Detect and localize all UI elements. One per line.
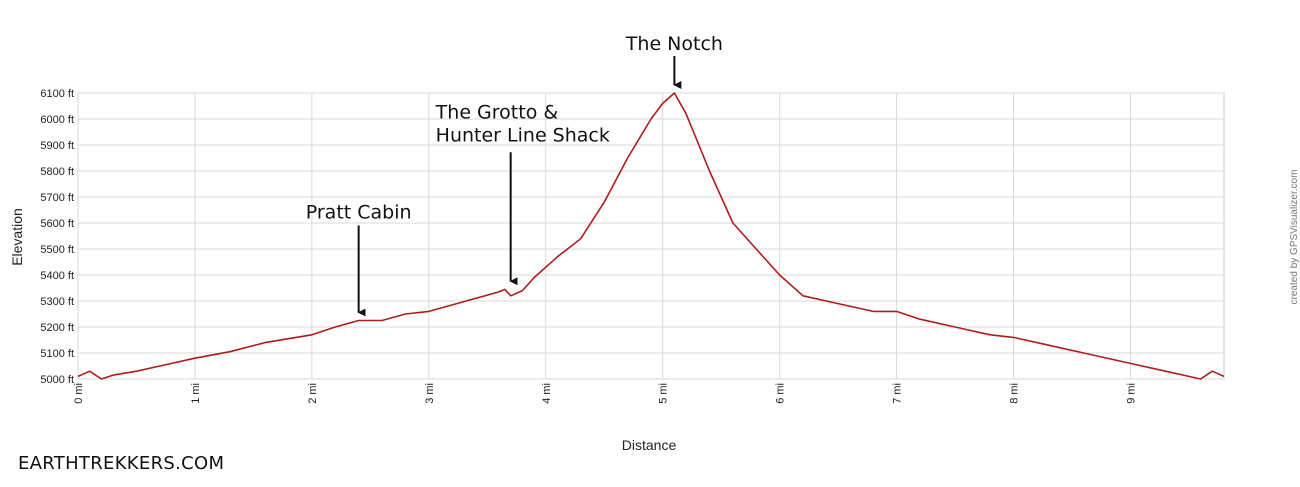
x-tick-label: 0 mi — [73, 383, 85, 404]
x-tick-label: 5 mi — [658, 383, 670, 404]
plot-area — [77, 92, 1225, 380]
annotation-label: The Grotto & — [435, 101, 559, 123]
y-tick-label: 5000 ft — [40, 374, 74, 386]
y-tick-label: 5200 ft — [40, 322, 74, 334]
annotations: Pratt Cabin The Grotto &Hunter Line Shack… — [306, 33, 723, 317]
annotation-label: Pratt Cabin — [306, 202, 412, 224]
y-tick-label: 6000 ft — [40, 114, 74, 126]
y-tick-label: 5900 ft — [40, 140, 74, 152]
x-tick-label: 4 mi — [541, 383, 553, 404]
x-tick-label: 1 mi — [190, 383, 202, 404]
elevation-line — [77, 92, 1225, 380]
series-group — [77, 92, 1225, 380]
y-tick-label: 5700 ft — [40, 192, 74, 204]
x-axis-ticks: 0 mi 1 mi 2 mi 3 mi 4 mi 5 mi 6 mi 7 mi 8 mi 9 mi — [73, 383, 1137, 404]
x-tick-label: 8 mi — [1009, 383, 1021, 404]
x-tick-label: 2 mi — [307, 383, 319, 404]
x-tick-label: 6 mi — [775, 383, 787, 404]
grid-lines — [77, 92, 1224, 380]
y-tick-label: 5100 ft — [40, 348, 74, 360]
x-axis-label: Distance — [622, 437, 677, 453]
y-tick-label: 5600 ft — [40, 218, 74, 230]
annotation-label: The Notch — [625, 33, 723, 55]
annotation-label: Hunter Line Shack — [436, 124, 610, 146]
y-tick-label: 5500 ft — [40, 244, 74, 256]
y-tick-label: 6100 ft — [40, 88, 74, 100]
y-tick-label: 5800 ft — [40, 166, 74, 178]
site-branding: EARTHTREKKERS.COM — [18, 453, 225, 474]
x-tick-label: 7 mi — [892, 383, 904, 404]
x-tick-label: 3 mi — [424, 383, 436, 404]
y-tick-label: 5300 ft — [40, 296, 74, 308]
y-axis-ticks: 5000 ft 5100 ft 5200 ft 5300 ft 5400 ft 5500 … — [40, 88, 74, 386]
y-tick-label: 5400 ft — [40, 270, 74, 282]
y-axis-label: Elevation — [9, 208, 25, 266]
credit-text: created by GPSVisualizer.com — [1289, 170, 1300, 305]
x-tick-label: 9 mi — [1125, 383, 1137, 404]
